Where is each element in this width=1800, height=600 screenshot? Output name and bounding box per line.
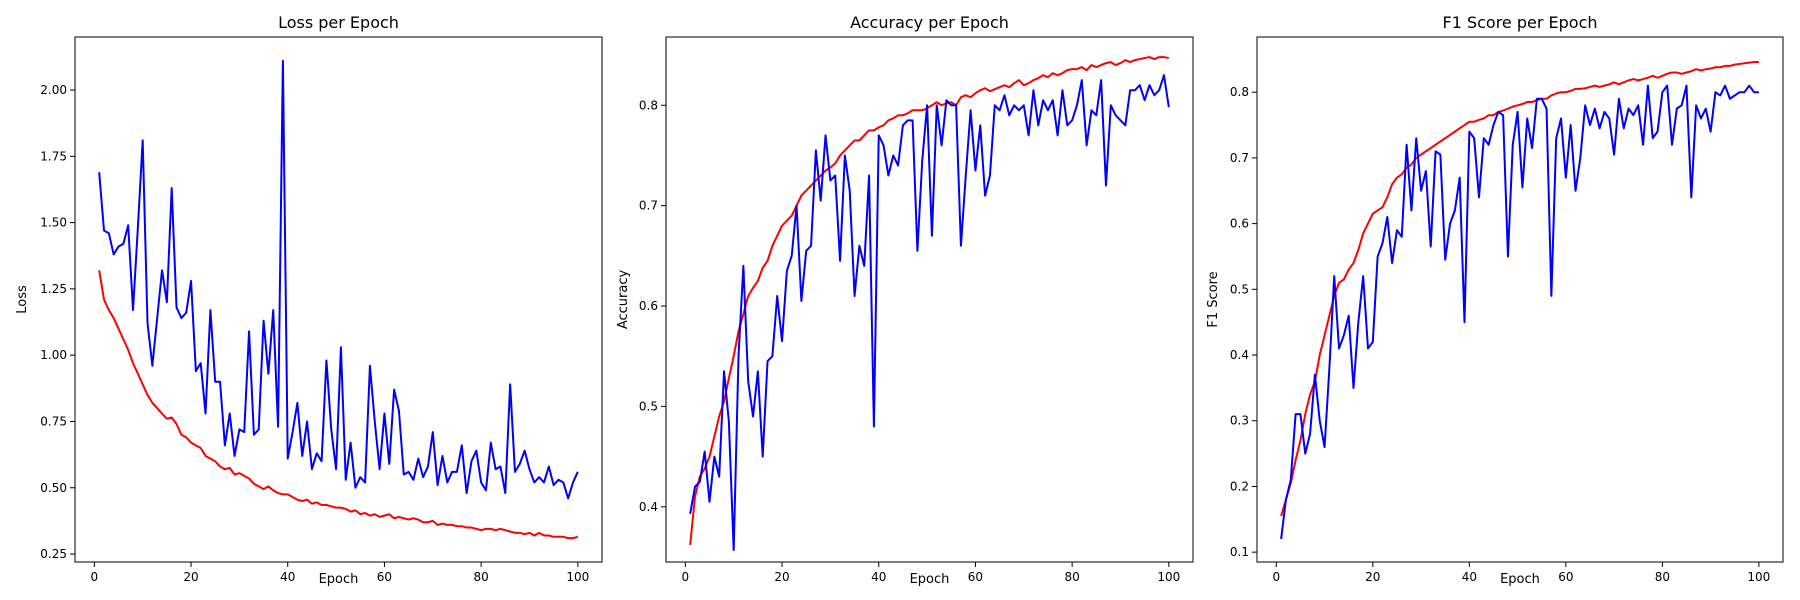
loss-x-tick-label: 80: [473, 570, 488, 584]
f1-axes-frame: [1256, 36, 1784, 563]
accuracy-x-tick-label: 100: [1157, 570, 1180, 584]
f1-y-tick-label: 0.6: [1230, 217, 1249, 231]
f1-lines: [1280, 60, 1759, 540]
accuracy-x-tick-label: 80: [1064, 570, 1079, 584]
accuracy-lines: [689, 56, 1170, 551]
accuracy-x-axis-label: Epoch: [910, 572, 950, 587]
accuracy-y-axis-label: Accuracy: [616, 270, 631, 330]
loss-x-tick-label: 20: [183, 570, 198, 584]
accuracy-chart-title: Accuracy per Epoch: [850, 13, 1009, 32]
loss-chart-panel: Loss per Epoch Epoch Loss 0 20 40 60 80 100 0.…: [15, 13, 603, 587]
loss-y-tick-label: 0.75: [40, 414, 67, 428]
accuracy-chart-panel: Accuracy per Epoch Epoch Accuracy 0 20 40 6…: [616, 13, 1194, 587]
loss-y-tick-label: 1.50: [40, 216, 67, 230]
f1-y-tick-label: 0.4: [1230, 348, 1249, 362]
accuracy-axes-frame: [665, 36, 1194, 563]
accuracy-y-tick-label: 0.7: [639, 199, 658, 213]
f1-x-tick-label: 40: [1462, 570, 1477, 584]
f1-chart-title: F1 Score per Epoch: [1442, 13, 1597, 32]
f1-x-axis-label: Epoch: [1500, 572, 1540, 587]
loss-y-tick-label: 0.50: [40, 481, 67, 495]
loss-series-line-blue: [98, 59, 579, 500]
f1-chart-panel: F1 Score per Epoch Epoch F1 Score 0 20 40 6…: [1206, 13, 1784, 587]
loss-x-tick-label: 40: [280, 570, 295, 584]
loss-axes-frame: [74, 36, 603, 563]
f1-x-tick-label: 20: [1365, 570, 1380, 584]
loss-y-tick-label: 1.75: [40, 149, 67, 163]
accuracy-ticks: 0 20 40 60 80 100 0.4 0.5 0.6 0.7 0.8: [639, 98, 1180, 584]
loss-x-tick-label: 60: [377, 570, 392, 584]
accuracy-y-tick-label: 0.5: [639, 399, 658, 413]
loss-y-axis-label: Loss: [15, 285, 30, 314]
loss-y-tick-label: 1.00: [40, 348, 67, 362]
f1-series-line-blue: [1280, 84, 1759, 540]
loss-y-tick-label: 0.25: [40, 547, 67, 561]
loss-ticks: 0 20 40 60 80 100 0.25 0.50 0.75 1.00 1.25 1.50 1.75…: [40, 83, 589, 584]
loss-chart-title: Loss per Epoch: [278, 13, 399, 32]
loss-y-tick-label: 1.25: [40, 282, 67, 296]
f1-y-tick-label: 0.8: [1230, 85, 1249, 99]
accuracy-x-tick-label: 0: [682, 570, 690, 584]
accuracy-x-tick-label: 40: [871, 570, 886, 584]
loss-x-axis-label: Epoch: [319, 572, 359, 587]
accuracy-y-tick-label: 0.6: [639, 299, 658, 313]
f1-x-tick-label: 0: [1272, 570, 1280, 584]
f1-ticks: 0 20 40 60 80 100 0.1 0.2 0.3 0.4 0.5 0.6 0.7 0.8: [1230, 85, 1770, 584]
loss-lines: [98, 59, 579, 540]
f1-y-tick-label: 0.3: [1230, 414, 1249, 428]
f1-y-tick-label: 0.5: [1230, 282, 1249, 296]
f1-series-line-red: [1280, 60, 1759, 517]
f1-y-tick-label: 0.1: [1230, 545, 1249, 559]
f1-y-tick-label: 0.7: [1230, 151, 1249, 165]
f1-x-tick-label: 100: [1747, 570, 1770, 584]
f1-y-axis-label: F1 Score: [1206, 271, 1221, 327]
f1-x-tick-label: 80: [1655, 570, 1670, 584]
f1-y-tick-label: 0.2: [1230, 479, 1249, 493]
f1-x-tick-label: 60: [1558, 570, 1573, 584]
loss-y-tick-label: 2.00: [40, 83, 67, 97]
accuracy-series-line-red: [689, 56, 1170, 546]
accuracy-x-tick-label: 60: [968, 570, 983, 584]
accuracy-x-tick-label: 20: [774, 570, 789, 584]
accuracy-y-tick-label: 0.4: [639, 500, 658, 514]
accuracy-series-line-blue: [689, 74, 1170, 551]
loss-x-tick-label: 100: [566, 570, 589, 584]
loss-x-tick-label: 0: [91, 570, 99, 584]
loss-series-line-red: [98, 270, 579, 540]
accuracy-y-tick-label: 0.8: [639, 98, 658, 112]
